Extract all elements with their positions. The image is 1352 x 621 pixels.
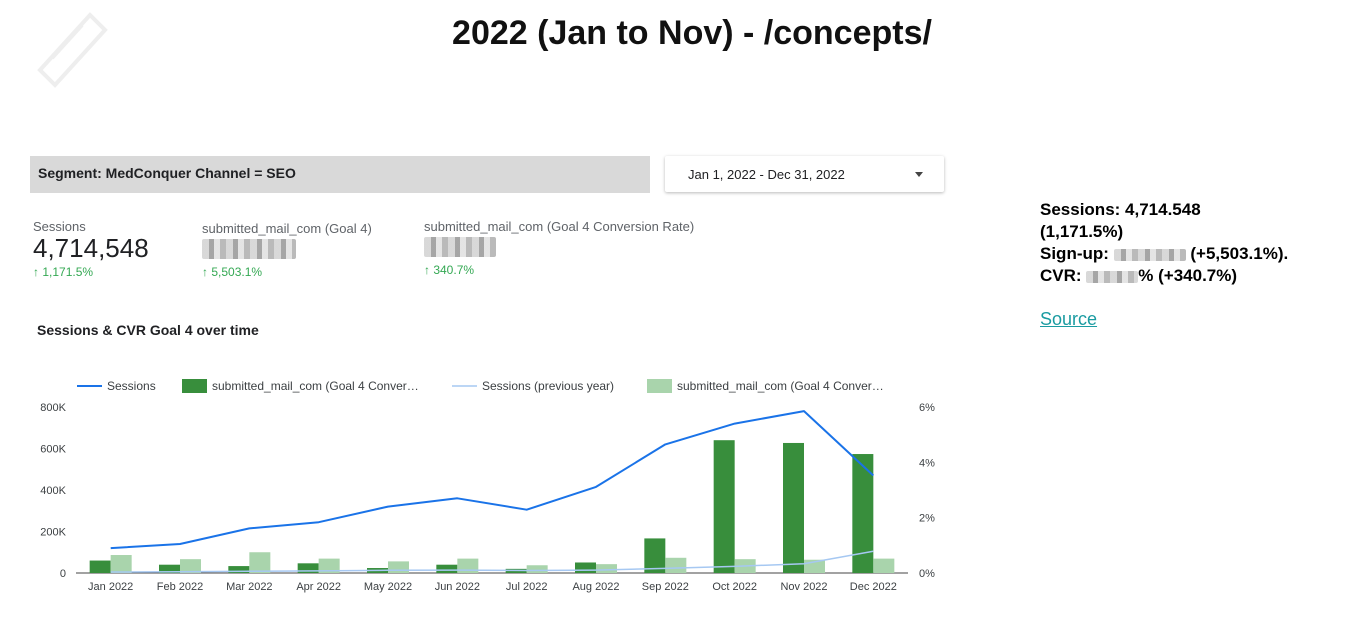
y-right-tick-label: 0% [919, 568, 935, 580]
page-title: 2022 (Jan to Nov) - /concepts/ [452, 14, 932, 52]
x-tick-label: Dec 2022 [850, 581, 897, 593]
legend-label: submitted_mail_com (Goal 4 Conver… [677, 379, 884, 393]
kpi-label: Sessions [33, 219, 86, 234]
y-right-tick-label: 4% [919, 457, 935, 469]
summary-signup-label: Sign-up: [1040, 244, 1109, 263]
source-link[interactable]: Source [1040, 309, 1098, 329]
line-sessions [110, 410, 874, 550]
x-tick-label: Sep 2022 [642, 581, 689, 593]
bar-goal-conv [644, 538, 666, 573]
bar-goal-conv-prev [388, 561, 409, 573]
legend-label: Sessions [107, 379, 156, 393]
bar-goal-conv-prev [110, 555, 132, 573]
kpi-goal4-cvr: submitted_mail_com (Goal 4 Conversion Ra… [424, 219, 694, 277]
legend-swatch-bar [647, 379, 672, 393]
redacted-value [1113, 248, 1186, 261]
bar-goal-conv [852, 454, 874, 573]
kpi-goal4: submitted_mail_com (Goal 4) ↑ 5,503.1% [202, 221, 372, 279]
bar-goal-conv-prev [249, 552, 271, 573]
bar-goal-conv-prev [596, 564, 617, 573]
date-range-dropdown[interactable]: Jan 1, 2022 - Dec 31, 2022 [665, 156, 944, 192]
line-sessions-prev [110, 550, 874, 573]
legend-label: submitted_mail_com (Goal 4 Conver… [212, 379, 419, 393]
legend-swatch-bar [182, 379, 207, 393]
x-tick-label: Feb 2022 [157, 581, 203, 593]
x-tick-label: May 2022 [364, 581, 412, 593]
bar-goal-conv-prev [180, 559, 201, 573]
x-tick-label: Oct 2022 [712, 581, 757, 593]
legend-label: Sessions (previous year) [482, 379, 614, 393]
kpi-label: submitted_mail_com (Goal 4 Conversion Ra… [424, 219, 695, 234]
y-left-tick-label: 600K [40, 444, 66, 456]
y-right-tick-label: 6% [919, 402, 935, 414]
summary-cvr: CVR: % (+340.7%) [1040, 265, 1288, 287]
summary-signup-change: (+5,503.1%). [1190, 244, 1289, 263]
segment-filter-bar: Segment: MedConquer Channel = SEO [30, 156, 650, 193]
bar-goal-conv [783, 442, 804, 573]
kpi-sessions: Sessions 4,714,548 ↑ 1,171.5% [33, 219, 149, 279]
y-left-tick-label: 400K [40, 485, 66, 497]
kpi-value: 4,714,548 [33, 233, 149, 263]
summary-sessions: Sessions: 4,714.548 [1040, 200, 1201, 219]
redacted-value [1086, 270, 1139, 283]
x-tick-label: Nov 2022 [780, 581, 827, 593]
kpi-delta: ↑ 1,171.5% [33, 265, 94, 279]
y-right-tick-label: 2% [919, 513, 935, 525]
summary-signup: Sign-up: (+5,503.1%). [1040, 243, 1288, 265]
kpi-label: submitted_mail_com (Goal 4) [202, 221, 372, 236]
x-tick-label: Aug 2022 [572, 581, 619, 593]
bar-goal-conv [159, 564, 180, 573]
x-tick-label: Mar 2022 [226, 581, 272, 593]
y-left-tick-label: 200K [40, 527, 66, 539]
redacted-value [202, 239, 296, 259]
side-summary: Sessions: 4,714.548 (1,171.5%) Sign-up: … [1040, 199, 1288, 287]
dropdown-arrow-icon [915, 172, 923, 177]
kpi-delta: ↑ 5,503.1% [202, 265, 263, 279]
kpi-delta: ↑ 340.7% [424, 263, 475, 277]
y-left-tick-label: 800K [40, 402, 66, 414]
summary-cvr-label: CVR: [1040, 266, 1082, 285]
x-tick-label: Jun 2022 [435, 581, 480, 593]
date-range-value: Jan 1, 2022 - Dec 31, 2022 [688, 167, 845, 182]
bar-goal-conv [297, 563, 319, 573]
bar-goal-conv-prev [526, 565, 548, 573]
x-tick-label: Apr 2022 [296, 581, 341, 593]
bar-goal-conv-prev [873, 558, 895, 573]
bar-goal-conv [228, 566, 250, 573]
x-tick-label: Jul 2022 [506, 581, 548, 593]
bar-goal-conv [713, 440, 735, 573]
summary-cvr-change: % (+340.7%) [1138, 266, 1238, 285]
bar-goal-conv [575, 562, 596, 573]
bar-goal-conv-prev [665, 557, 687, 573]
watermark-logo [37, 12, 108, 88]
bar-goal-conv [436, 564, 458, 573]
summary-sessions-change: (1,171.5%) [1040, 222, 1124, 241]
segment-label: Segment: MedConquer Channel = SEO [38, 165, 296, 181]
redacted-value [424, 237, 496, 257]
bar-goal-conv [89, 560, 111, 573]
y-left-tick-label: 0 [60, 568, 66, 580]
bar-goal-conv-prev [318, 558, 340, 573]
x-tick-label: Jan 2022 [88, 581, 133, 593]
combo-chart: 0 200K 400K 600K 800K 0% 2% 4% 6% Jan 2022 Feb 202… [40, 379, 935, 593]
chart-title: Sessions & CVR Goal 4 over time [37, 322, 259, 338]
